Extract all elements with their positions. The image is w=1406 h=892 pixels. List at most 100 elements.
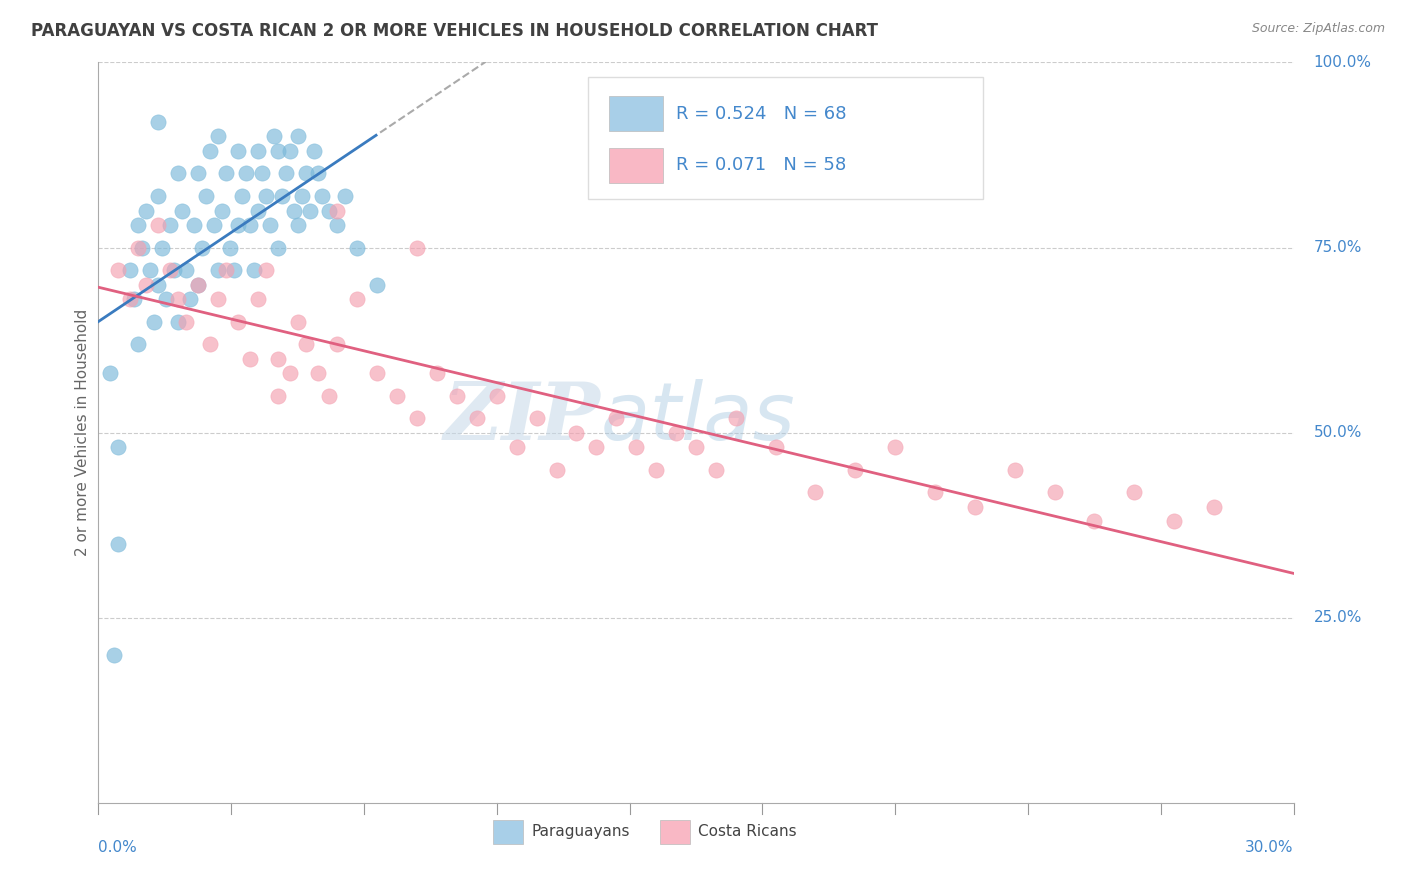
Text: R = 0.524   N = 68: R = 0.524 N = 68 bbox=[676, 104, 846, 122]
Point bbox=[924, 484, 946, 499]
Point bbox=[120, 293, 142, 307]
Text: R = 0.071   N = 58: R = 0.071 N = 58 bbox=[676, 156, 846, 174]
Text: 50.0%: 50.0% bbox=[1313, 425, 1362, 440]
Point bbox=[318, 388, 340, 402]
Point bbox=[311, 188, 333, 202]
Point bbox=[187, 277, 209, 292]
Point bbox=[222, 262, 245, 277]
Point bbox=[211, 203, 233, 218]
Point bbox=[506, 441, 529, 455]
Point bbox=[226, 314, 249, 328]
Point bbox=[1043, 484, 1066, 499]
Point bbox=[127, 336, 149, 351]
Point bbox=[179, 293, 201, 307]
Point bbox=[259, 219, 281, 233]
Point bbox=[150, 240, 173, 255]
Point bbox=[318, 203, 340, 218]
Point bbox=[243, 262, 266, 277]
Point bbox=[346, 293, 368, 307]
Point bbox=[226, 219, 249, 233]
Point bbox=[131, 240, 153, 255]
Point bbox=[884, 441, 907, 455]
Point bbox=[287, 314, 309, 328]
Point bbox=[127, 240, 149, 255]
Point bbox=[685, 441, 707, 455]
Bar bbox=[609, 95, 662, 131]
Point bbox=[246, 293, 269, 307]
Text: Source: ZipAtlas.com: Source: ZipAtlas.com bbox=[1251, 22, 1385, 36]
Text: 0.0%: 0.0% bbox=[98, 840, 138, 855]
Point bbox=[307, 367, 329, 381]
Point bbox=[278, 367, 301, 381]
Text: Paraguayans: Paraguayans bbox=[531, 824, 630, 839]
Point bbox=[239, 219, 262, 233]
Point bbox=[385, 388, 409, 402]
Point bbox=[167, 166, 190, 180]
Point bbox=[202, 219, 225, 233]
Text: atlas: atlas bbox=[600, 379, 796, 457]
Point bbox=[250, 166, 273, 180]
Point bbox=[120, 262, 142, 277]
Point bbox=[167, 293, 190, 307]
Point bbox=[191, 240, 214, 255]
Point bbox=[294, 336, 316, 351]
Text: PARAGUAYAN VS COSTA RICAN 2 OR MORE VEHICLES IN HOUSEHOLD CORRELATION CHART: PARAGUAYAN VS COSTA RICAN 2 OR MORE VEHI… bbox=[31, 22, 877, 40]
Point bbox=[246, 145, 269, 159]
Point bbox=[159, 262, 181, 277]
Bar bbox=[609, 147, 662, 183]
Point bbox=[307, 166, 329, 180]
Point bbox=[426, 367, 449, 381]
Point bbox=[207, 129, 229, 144]
Point bbox=[172, 203, 194, 218]
Point bbox=[274, 166, 297, 180]
Point bbox=[267, 388, 290, 402]
Y-axis label: 2 or more Vehicles in Household: 2 or more Vehicles in Household bbox=[75, 309, 90, 557]
Point bbox=[148, 188, 170, 202]
Point bbox=[326, 203, 349, 218]
Text: 25.0%: 25.0% bbox=[1313, 610, 1362, 625]
Point bbox=[804, 484, 827, 499]
Point bbox=[326, 336, 349, 351]
Point bbox=[148, 114, 170, 128]
Text: 100.0%: 100.0% bbox=[1313, 55, 1371, 70]
Point bbox=[446, 388, 468, 402]
Point bbox=[215, 262, 238, 277]
Point bbox=[167, 314, 190, 328]
Point bbox=[239, 351, 262, 366]
Text: 75.0%: 75.0% bbox=[1313, 240, 1362, 255]
Point bbox=[155, 293, 177, 307]
Point bbox=[254, 262, 277, 277]
Point bbox=[565, 425, 588, 440]
Point bbox=[406, 410, 429, 425]
Point bbox=[215, 166, 238, 180]
Point bbox=[267, 351, 290, 366]
Point bbox=[219, 240, 242, 255]
Point bbox=[287, 129, 309, 144]
Point bbox=[198, 336, 221, 351]
Point bbox=[263, 129, 285, 144]
Point bbox=[107, 536, 129, 550]
Point bbox=[254, 188, 277, 202]
Point bbox=[174, 262, 197, 277]
Point bbox=[207, 262, 229, 277]
Point bbox=[135, 203, 157, 218]
Point bbox=[98, 367, 122, 381]
Point bbox=[235, 166, 257, 180]
Point bbox=[291, 188, 314, 202]
Point bbox=[183, 219, 205, 233]
Point bbox=[148, 277, 170, 292]
Point bbox=[270, 188, 292, 202]
Point bbox=[704, 462, 727, 476]
Point bbox=[724, 410, 747, 425]
Point bbox=[148, 219, 170, 233]
Point bbox=[231, 188, 253, 202]
Point bbox=[335, 188, 357, 202]
Point bbox=[278, 145, 301, 159]
Point bbox=[346, 240, 368, 255]
Point bbox=[124, 293, 146, 307]
Text: 30.0%: 30.0% bbox=[1246, 840, 1294, 855]
Point bbox=[1163, 515, 1185, 529]
Point bbox=[626, 441, 648, 455]
Point bbox=[526, 410, 548, 425]
Point bbox=[645, 462, 668, 476]
